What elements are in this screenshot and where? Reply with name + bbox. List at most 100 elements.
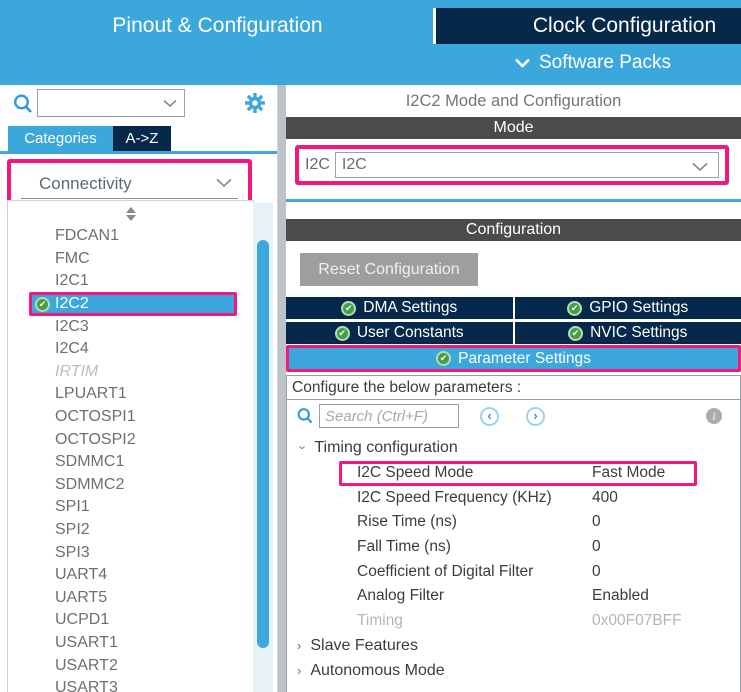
- sidebar-scrollbar-thumb[interactable]: [257, 240, 269, 648]
- list-item-lpuart1[interactable]: LPUART1: [55, 385, 127, 403]
- top-header: Pinout & Configuration Clock Configurati…: [0, 0, 741, 85]
- tab-categories[interactable]: Categories: [8, 126, 113, 151]
- list-item-octospi1[interactable]: OCTOSPI1: [55, 408, 136, 426]
- param-row-analog-filter[interactable]: Analog Filter Enabled: [287, 584, 740, 609]
- list-item-usart1[interactable]: USART1: [55, 633, 118, 651]
- param-row-coefficient-of-digital-filter[interactable]: Coefficient of Digital Filter 0: [287, 559, 740, 584]
- tab-label: User Constants: [356, 324, 464, 341]
- param-value[interactable]: 400: [592, 488, 618, 506]
- list-item-sdmmc2[interactable]: SDMMC2: [55, 475, 125, 493]
- param-value[interactable]: 0: [592, 562, 601, 580]
- parameter-rows: I2C Speed Mode Fast Mode I2C Speed Frequen…: [287, 461, 740, 633]
- peripheral-list: FDCAN1 FMC I2C1 ✔ I2C2 I2C3 I2C4 IRTIM LPUART1 OC…: [8, 225, 253, 692]
- chevron-down-icon: [515, 58, 530, 68]
- chevron-right-icon: ›: [297, 638, 302, 654]
- list-item-i2c3[interactable]: I2C3: [55, 317, 89, 335]
- configuration-section-header: Configuration: [286, 219, 741, 241]
- group-label: Timing configuration: [314, 438, 458, 456]
- param-value[interactable]: Enabled: [592, 587, 649, 605]
- i2c-mode-select[interactable]: I2C: [334, 152, 719, 178]
- parameter-search-input[interactable]: [319, 404, 459, 428]
- list-item-uart5[interactable]: UART5: [55, 588, 108, 606]
- sidebar-search-dropdown[interactable]: [37, 89, 185, 117]
- param-value[interactable]: 0x00F07BFF: [592, 611, 682, 629]
- group-timing-configuration[interactable]: › Timing configuration: [287, 436, 740, 459]
- list-item-usart2[interactable]: USART2: [55, 656, 118, 674]
- chevron-down-icon: [216, 178, 232, 188]
- param-row-fall-time-ns-[interactable]: Fall Time (ns) 0: [287, 535, 740, 560]
- param-name: Timing: [357, 611, 403, 629]
- list-item-uart4[interactable]: UART4: [55, 566, 108, 584]
- group-label: Slave Features: [310, 636, 418, 654]
- i2c-mode-selected-value: I2C: [341, 156, 367, 173]
- list-item-fmc[interactable]: FMC: [55, 249, 90, 267]
- info-icon[interactable]: i: [706, 408, 722, 424]
- group-autonomous-mode[interactable]: › Autonomous Mode: [287, 658, 740, 683]
- tab-parameter-settings-label: Parameter Settings: [458, 349, 591, 367]
- configuration-tabs: ✔ DMA Settings ✔ GPIO Settings ✔ User Constan…: [286, 297, 741, 344]
- list-item-label: I2C2: [55, 295, 89, 313]
- circle-chevron-left-icon[interactable]: ‹: [480, 406, 499, 426]
- tab-gpio-settings[interactable]: ✔ GPIO Settings: [514, 297, 741, 319]
- param-value[interactable]: Fast Mode: [592, 464, 666, 482]
- tab-dma-settings[interactable]: ✔ DMA Settings: [286, 297, 513, 319]
- group-slave-features[interactable]: › Slave Features: [287, 633, 740, 658]
- list-item-sdmmc1[interactable]: SDMMC1: [55, 453, 125, 471]
- param-value[interactable]: 0: [592, 513, 601, 531]
- mode-highlight-box: I2C I2C: [295, 145, 729, 185]
- list-item-irtim[interactable]: IRTIM: [55, 362, 99, 380]
- peripheral-config-panel: I2C2 Mode and Configuration Mode I2C I2C…: [286, 85, 741, 692]
- param-row-rise-time-ns-[interactable]: Rise Time (ns) 0: [287, 510, 740, 535]
- tab-a-to-z[interactable]: A->Z: [113, 126, 171, 151]
- mode-section-rule: [286, 199, 741, 202]
- search-icon: [297, 408, 313, 424]
- gear-icon[interactable]: [243, 91, 267, 115]
- reset-configuration-button[interactable]: Reset Configuration: [300, 253, 478, 286]
- list-item-i2c2[interactable]: ✔ I2C2: [8, 292, 253, 317]
- chevron-down-icon: [163, 99, 177, 108]
- parameter-settings-highlight-box: ✔ Parameter Settings: [286, 345, 741, 372]
- list-item-spi2[interactable]: SPI2: [55, 521, 90, 539]
- peripheral-sidebar: Categories A->Z Connectivity FDCAN1 FMC I2…: [0, 85, 277, 692]
- collapsed-groups: › Slave Features › Autonomous Mode: [287, 633, 740, 683]
- list-item-usart3[interactable]: USART3: [55, 679, 118, 692]
- param-name: Analog Filter: [357, 587, 445, 605]
- parameter-settings-panel: Configure the below parameters : ‹ › i ›…: [286, 375, 741, 692]
- list-item-i2c1[interactable]: I2C1: [55, 272, 89, 290]
- param-row-i2c-speed-frequency-khz-[interactable]: I2C Speed Frequency (KHz) 400: [287, 486, 740, 511]
- list-item-i2c4[interactable]: I2C4: [55, 340, 89, 358]
- tab-user-constants[interactable]: ✔ User Constants: [286, 322, 513, 344]
- tab-parameter-settings[interactable]: ✔ Parameter Settings: [289, 348, 738, 369]
- list-item-spi1[interactable]: SPI1: [55, 498, 90, 516]
- sort-arrows-icon[interactable]: [125, 207, 137, 221]
- tab-label: GPIO Settings: [589, 299, 689, 316]
- param-name: I2C Speed Frequency (KHz): [357, 488, 552, 506]
- parameter-tree: › Timing configuration I2C Speed Mode Fas…: [287, 436, 740, 683]
- category-dropdown-connectivity[interactable]: Connectivity: [7, 159, 252, 207]
- param-value[interactable]: 0: [592, 538, 601, 556]
- mode-section-header: Mode: [286, 117, 741, 139]
- list-item-fdcan1[interactable]: FDCAN1: [55, 227, 120, 245]
- green-check-icon: ✔: [334, 325, 350, 341]
- search-icon: [13, 94, 32, 113]
- panel-divider[interactable]: [277, 85, 286, 692]
- green-check-icon: ✔: [567, 300, 583, 316]
- param-name: Fall Time (ns): [357, 538, 451, 556]
- panel-title: I2C2 Mode and Configuration: [405, 92, 622, 110]
- param-row-i2c-speed-mode[interactable]: I2C Speed Mode Fast Mode: [287, 461, 740, 486]
- sidebar-tabs-rule: [0, 151, 277, 154]
- param-row-timing[interactable]: Timing 0x00F07BFF: [287, 609, 740, 634]
- selected-item-highlight-box: ✔ I2C2: [29, 292, 237, 317]
- tab-clock-configuration[interactable]: Clock Configuration: [433, 8, 741, 44]
- list-item-spi3[interactable]: SPI3: [55, 543, 90, 561]
- list-item-ucpd1[interactable]: UCPD1: [55, 611, 110, 629]
- software-packs-menu[interactable]: Software Packs: [433, 50, 741, 76]
- tab-pinout-configuration[interactable]: Pinout & Configuration: [112, 14, 323, 37]
- green-check-icon: ✔: [341, 300, 357, 316]
- tab-nvic-settings[interactable]: ✔ NVIC Settings: [514, 322, 741, 344]
- green-check-icon: ✔: [568, 325, 584, 341]
- category-dropdown-label: Connectivity: [39, 174, 132, 193]
- group-label: Autonomous Mode: [310, 661, 445, 679]
- circle-chevron-right-icon[interactable]: ›: [526, 406, 545, 426]
- list-item-octospi2[interactable]: OCTOSPI2: [55, 430, 136, 448]
